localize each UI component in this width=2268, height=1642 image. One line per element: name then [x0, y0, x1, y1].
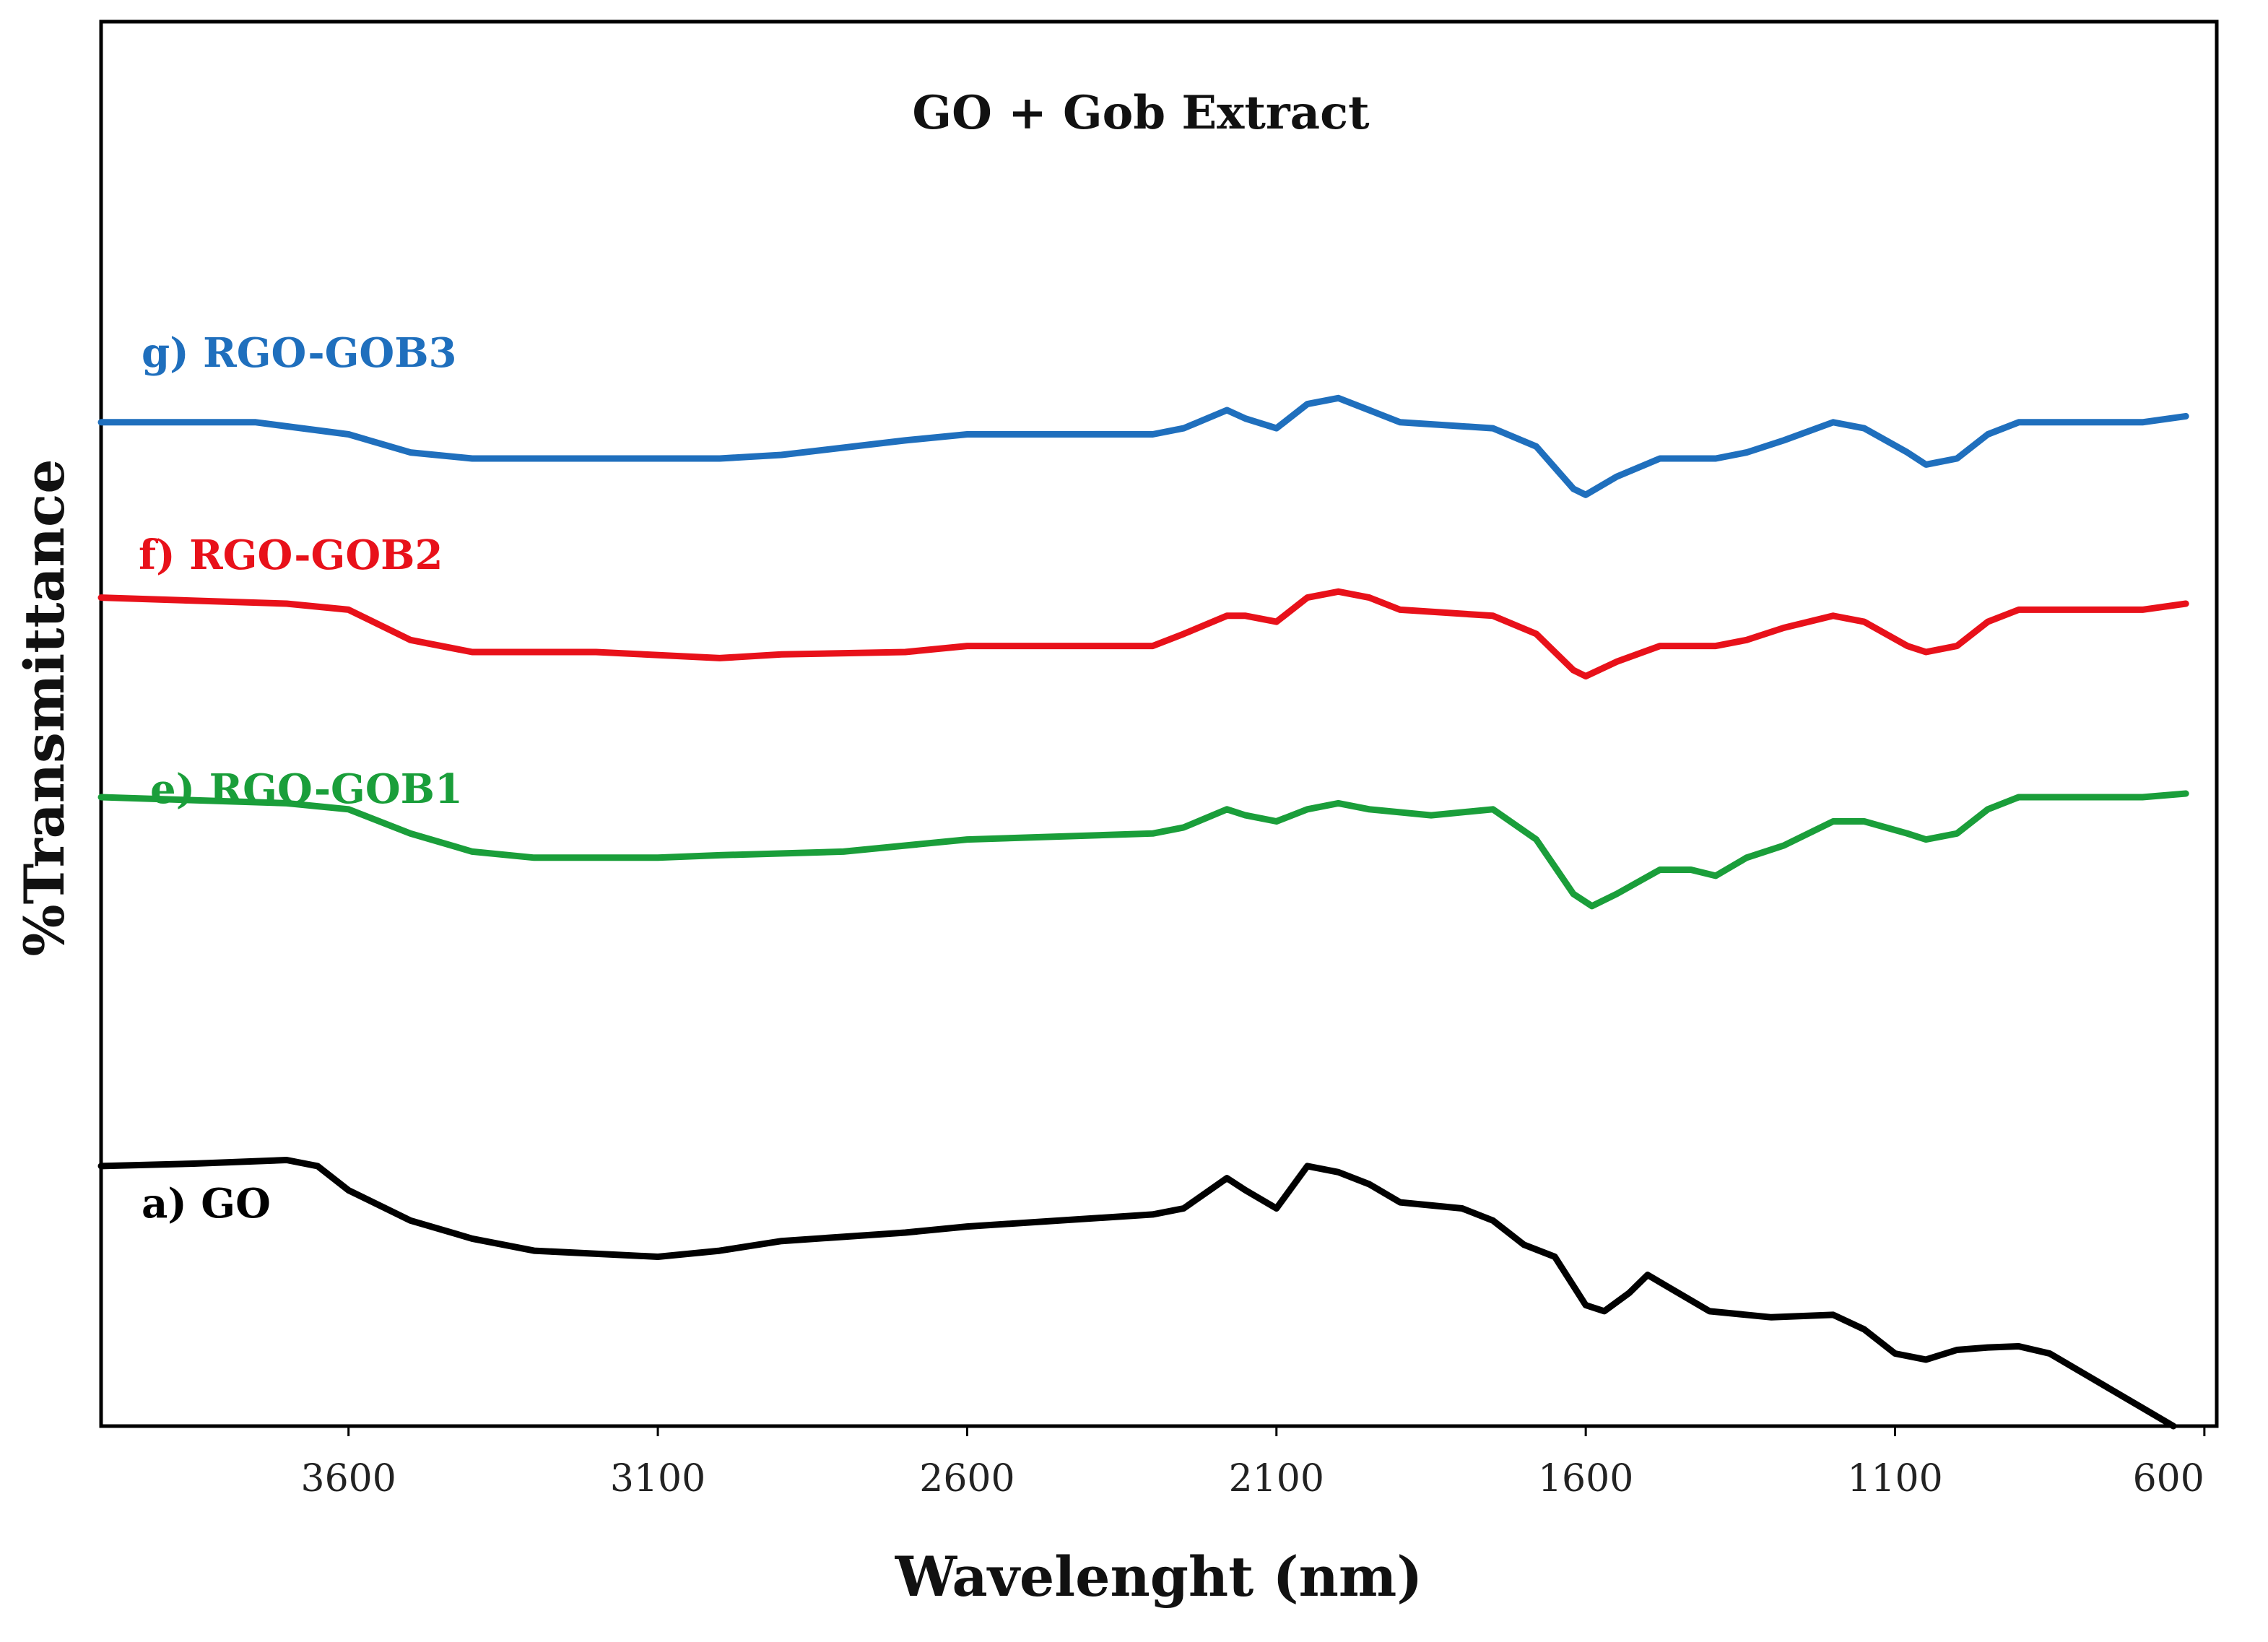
series-label-1: g) RGO-GOB3: [142, 329, 457, 377]
series-line-4: [97, 1157, 2177, 1430]
series-layer: [97, 394, 2189, 1430]
y-axis-title: %Transmittance: [12, 459, 77, 956]
series-line-1: [97, 394, 2189, 498]
x-ticks: 3600 3100 2600 2100 1600 1100 600: [301, 1426, 2206, 1500]
series-line-2: [97, 588, 2189, 679]
series-label-3: e) RGO-GOB1: [150, 765, 463, 813]
x-tick-label: 3100: [610, 1457, 705, 1500]
chart-title: GO + Gob Extract: [912, 86, 1370, 140]
x-axis-title: Wavelenght (nm): [895, 1545, 1423, 1609]
x-tick-label: 600: [2133, 1457, 2204, 1500]
x-tick-label: 1600: [1538, 1457, 1633, 1500]
x-tick-label: 1100: [1847, 1457, 1942, 1500]
x-tick-label: 2100: [1229, 1457, 1324, 1500]
series-label-4: a) GO: [142, 1180, 271, 1228]
series-line-3: [97, 790, 2189, 910]
x-tick-label: 2600: [919, 1457, 1014, 1500]
plot-frame: [99, 19, 2219, 1428]
series-labels: g) RGO-GOB3 f) RGO-GOB2 e) RGO-GOB1 a) GO: [139, 329, 463, 1228]
x-tick-label: 3600: [301, 1457, 396, 1500]
series-label-2: f) RGO-GOB2: [139, 531, 443, 579]
